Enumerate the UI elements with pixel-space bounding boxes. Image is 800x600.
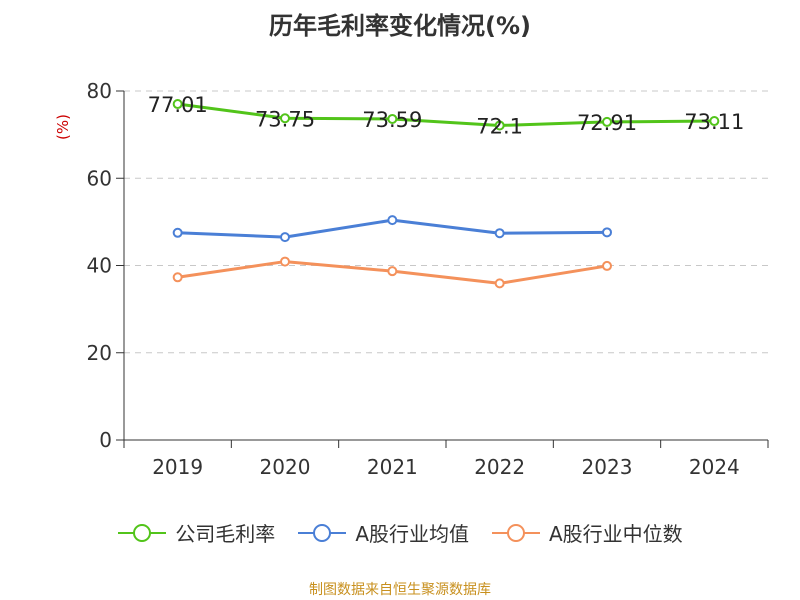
grid-lines	[124, 90, 768, 354]
x-tick-label: 2021	[367, 455, 418, 479]
data-point	[280, 232, 290, 243]
axes: 0 20 40 60 80 2019 2020 2021 2022 2023 2024	[87, 79, 769, 479]
data-point	[709, 116, 720, 127]
data-point	[387, 215, 398, 226]
y-tick-label: 40	[87, 254, 112, 278]
legend-swatch-company	[118, 523, 167, 542]
legend-swatch-industry-median	[492, 523, 540, 542]
data-point	[494, 228, 505, 239]
legend-item-industry-median: A股行业中位数	[491, 518, 683, 547]
data-point	[280, 113, 290, 124]
source-note: 制图数据来自恒生聚源数据库	[309, 582, 491, 598]
y-tick-label: 0	[99, 428, 112, 452]
x-tick-label: 2023	[582, 455, 633, 479]
data-label: 73.75	[255, 107, 315, 131]
data-label: 72.91	[577, 111, 637, 135]
data-point	[494, 278, 505, 289]
legend-item-company: 公司毛利率	[117, 518, 275, 547]
legend-label-industry-median: A股行业中位数	[549, 522, 683, 546]
data-point	[602, 227, 612, 238]
chart-title: 历年毛利率变化情况(%)	[269, 12, 531, 40]
x-tick-label: 2020	[260, 455, 311, 479]
data-labels: 77.01 73.75 73.59 72.1 72.91 73.11	[148, 93, 745, 138]
data-point	[602, 260, 612, 271]
data-point	[172, 99, 183, 110]
data-label: 73.11	[684, 110, 744, 134]
series-line-0	[177, 102, 715, 127]
x-tick-label: 2022	[474, 455, 525, 479]
series-lines	[172, 99, 720, 289]
data-point	[387, 113, 398, 124]
data-point	[494, 120, 505, 131]
legend-label-industry-mean: A股行业均值	[355, 522, 469, 546]
data-point	[602, 116, 612, 127]
data-label: 77.01	[148, 93, 208, 117]
x-tick-label: 2019	[152, 455, 203, 479]
legend-swatch-industry-mean	[298, 523, 347, 542]
legend-item-industry-mean: A股行业均值	[297, 518, 469, 547]
data-label: 73.59	[362, 108, 422, 132]
data-label: 72.1	[476, 114, 523, 138]
legend: 公司毛利率 A股行业均值 A股行业中位数	[0, 518, 800, 547]
y-tick-label: 60	[87, 166, 112, 190]
data-point	[172, 272, 183, 283]
legend-label-company: 公司毛利率	[175, 522, 276, 546]
data-point	[280, 256, 290, 267]
y-axis-label: (%)	[54, 114, 72, 140]
y-tick-label: 80	[87, 79, 112, 103]
y-tick-label: 20	[87, 341, 112, 365]
x-tick-label: 2024	[689, 455, 740, 479]
data-point	[172, 227, 183, 238]
data-point	[387, 266, 398, 277]
